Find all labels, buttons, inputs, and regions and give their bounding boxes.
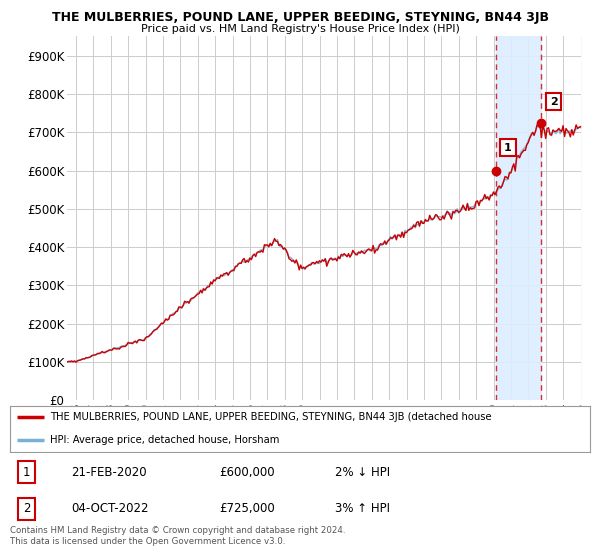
Text: 21-FEB-2020: 21-FEB-2020: [71, 466, 146, 479]
Text: Contains HM Land Registry data © Crown copyright and database right 2024.
This d: Contains HM Land Registry data © Crown c…: [10, 526, 346, 546]
Text: £600,000: £600,000: [219, 466, 274, 479]
Text: £725,000: £725,000: [219, 502, 275, 515]
Text: THE MULBERRIES, POUND LANE, UPPER BEEDING, STEYNING, BN44 3JB (detached house: THE MULBERRIES, POUND LANE, UPPER BEEDIN…: [50, 413, 491, 422]
Text: 3% ↑ HPI: 3% ↑ HPI: [335, 502, 390, 515]
Text: 2: 2: [550, 96, 557, 106]
Bar: [581, 36, 589, 400]
Text: 04-OCT-2022: 04-OCT-2022: [71, 502, 149, 515]
Text: THE MULBERRIES, POUND LANE, UPPER BEEDING, STEYNING, BN44 3JB: THE MULBERRIES, POUND LANE, UPPER BEEDIN…: [52, 11, 548, 24]
Text: 2% ↓ HPI: 2% ↓ HPI: [335, 466, 390, 479]
Text: Price paid vs. HM Land Registry's House Price Index (HPI): Price paid vs. HM Land Registry's House …: [140, 24, 460, 34]
Bar: [496, 36, 541, 400]
Text: HPI: Average price, detached house, Horsham: HPI: Average price, detached house, Hors…: [50, 436, 279, 445]
Text: 1: 1: [504, 142, 512, 152]
Text: 2: 2: [23, 502, 30, 515]
Text: 1: 1: [23, 466, 30, 479]
